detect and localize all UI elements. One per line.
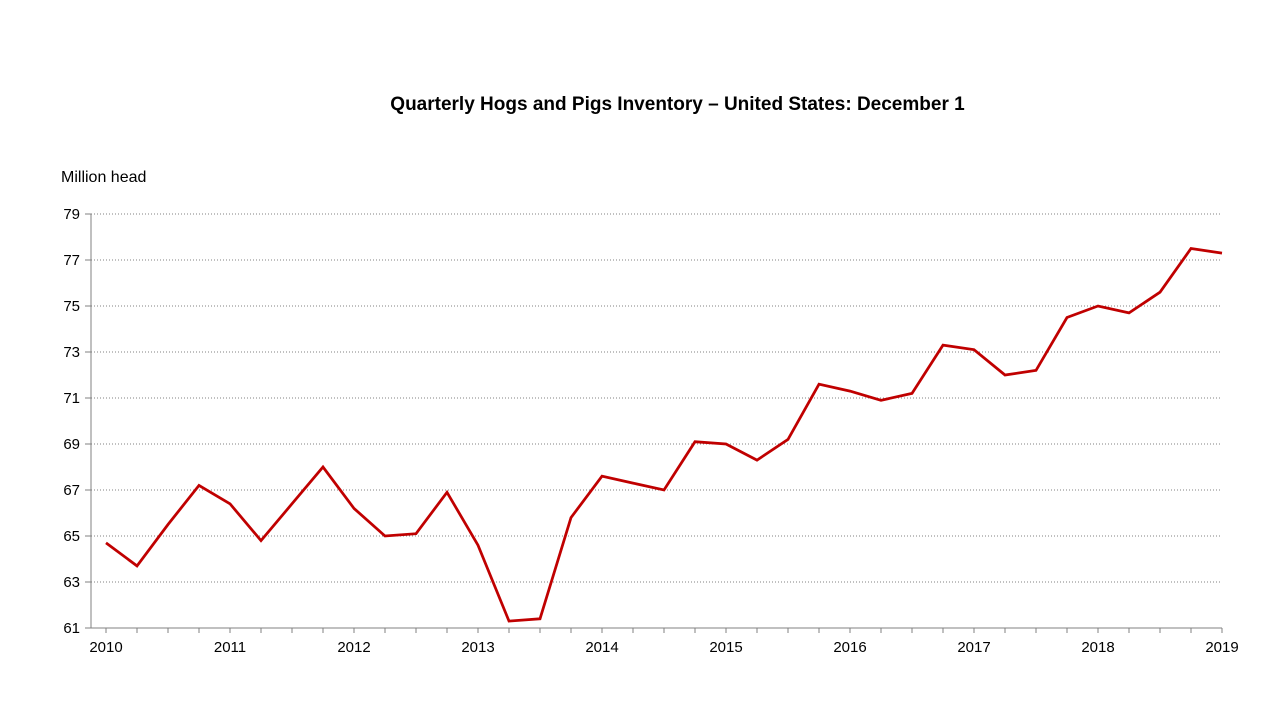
y-tick-label: 65 — [63, 528, 80, 545]
y-tick-label: 75 — [63, 298, 80, 315]
y-axis-unit-label: Million head — [61, 169, 147, 186]
chart-title: Quarterly Hogs and Pigs Inventory – Unit… — [390, 94, 965, 115]
x-tick-label: 2019 — [1205, 639, 1238, 656]
y-tick-label: 67 — [63, 482, 80, 499]
inventory-data-line — [105, 247, 1223, 623]
y-tick-label: 79 — [63, 206, 80, 223]
x-tick-label: 2013 — [461, 639, 494, 656]
y-tick-label: 73 — [63, 344, 80, 361]
y-tick-label: 77 — [63, 252, 80, 269]
y-tick-label: 61 — [63, 620, 80, 637]
x-tick-label: 2014 — [585, 639, 618, 656]
x-tick-label: 2012 — [337, 639, 370, 656]
y-tick-label: 71 — [63, 390, 80, 407]
x-tick-label: 2016 — [833, 639, 866, 656]
y-tick-label: 69 — [63, 436, 80, 453]
x-tick-label: 2017 — [957, 639, 990, 656]
x-tick-label: 2011 — [214, 639, 246, 656]
y-tick-label: 63 — [63, 574, 80, 591]
x-tick-label: 2010 — [89, 639, 122, 656]
x-tick-label: 2018 — [1081, 639, 1114, 656]
x-tick-label: 2015 — [709, 639, 742, 656]
